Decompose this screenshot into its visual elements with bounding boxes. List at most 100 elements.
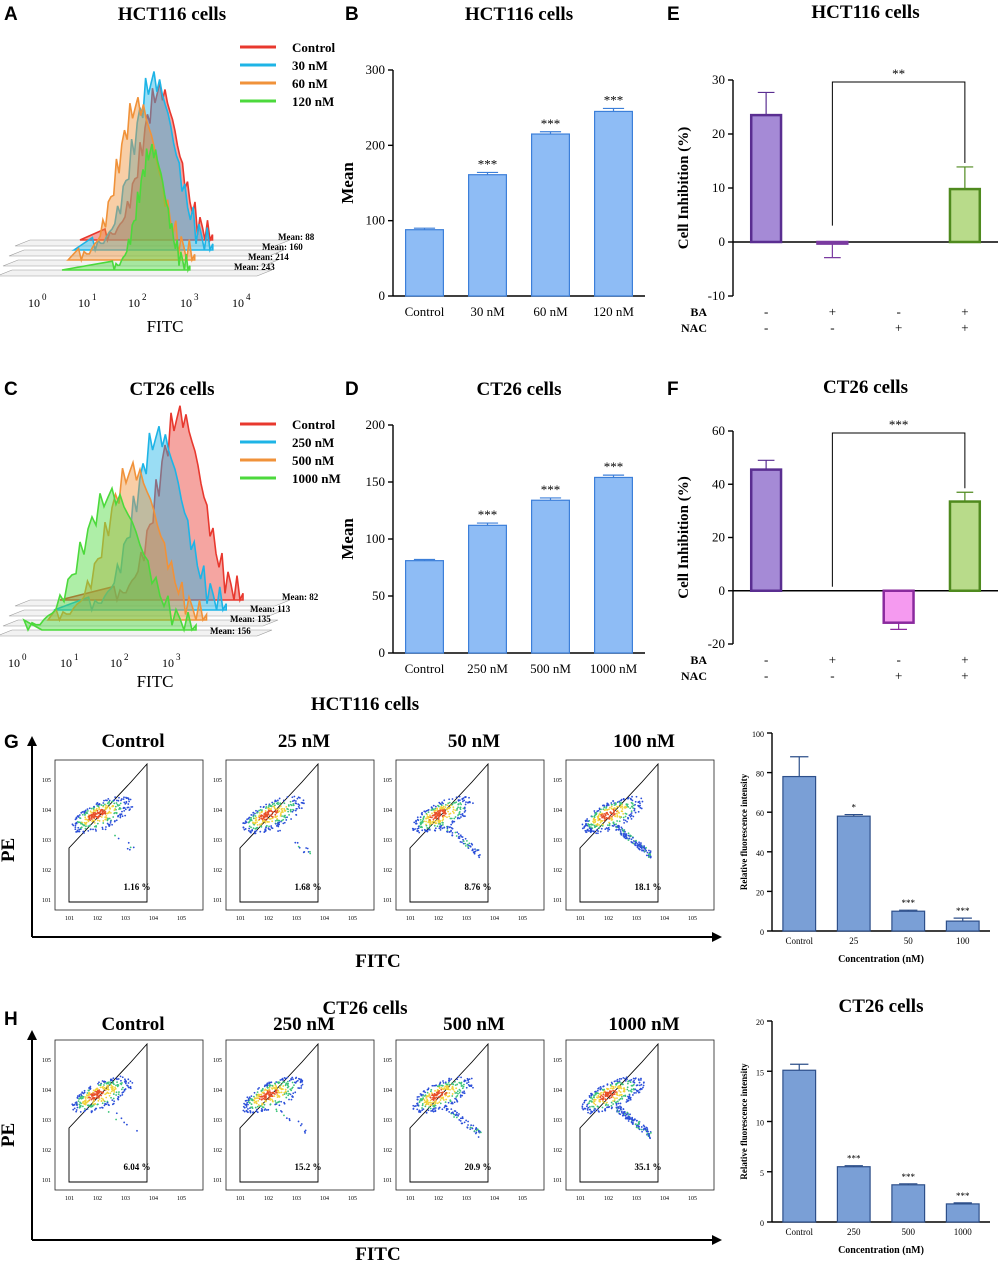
scatter-point: [604, 828, 607, 831]
scatter-point: [120, 799, 122, 802]
scatter-point: [119, 813, 121, 816]
scatter-point: [252, 811, 255, 814]
scatter-point: [115, 812, 118, 815]
scatter-point: [587, 823, 590, 826]
scatter-point: [622, 830, 625, 833]
x-tick-label: 104: [660, 916, 669, 922]
scatter-point: [119, 1075, 122, 1078]
scatter-point: [630, 835, 632, 837]
scatter-point: [431, 807, 433, 809]
scatter-point: [438, 1101, 441, 1104]
scatter-point: [454, 816, 457, 818]
scatter-point: [296, 841, 299, 844]
scatter-point: [104, 1093, 107, 1096]
scatter-point: [268, 821, 270, 823]
y-axis-label: Mean: [338, 162, 357, 204]
scatter-point: [460, 1076, 462, 1079]
scatter-point: [249, 818, 251, 821]
x-tick-label: 10: [232, 296, 244, 310]
scatter-point: [126, 847, 129, 850]
y-tick-label: 80: [756, 770, 764, 779]
scatter-point: [606, 1083, 609, 1086]
scatter-point: [629, 815, 632, 818]
scatter-point: [253, 1101, 256, 1104]
scatter-point: [266, 1085, 269, 1087]
scatter-point: [618, 820, 621, 823]
scatter-point: [586, 818, 589, 820]
scatter-point: [594, 812, 597, 815]
scatter-point: [112, 1089, 114, 1092]
scatter-point: [106, 1081, 109, 1084]
scatter-point: [430, 1102, 433, 1104]
scatter-point: [257, 1097, 260, 1100]
scatter-cloud: [581, 795, 652, 859]
scatter-point: [589, 826, 592, 829]
scatter-point: [85, 825, 87, 828]
scatter-point: [254, 815, 257, 817]
scatter-point: [97, 816, 100, 819]
scatter-point: [622, 1076, 625, 1079]
scatter-point: [452, 1083, 454, 1086]
scatter-point: [258, 812, 261, 814]
y-tick-label: 101: [553, 1178, 562, 1184]
y-tick-label: 105: [42, 1058, 51, 1064]
panel-letter: E: [667, 4, 680, 25]
y-tick-label: 200: [366, 417, 386, 432]
scatter-point: [271, 801, 274, 804]
scatter-point: [127, 806, 130, 809]
scatter-point: [472, 1086, 474, 1089]
scatter-point: [123, 801, 126, 804]
legend-label: 30 nM: [292, 58, 328, 73]
scatter-point: [438, 1106, 441, 1109]
scatter-point: [297, 805, 300, 808]
y-tick-label: 200: [366, 137, 386, 152]
scatter-point: [103, 1086, 106, 1089]
scatter-point: [419, 818, 422, 821]
scatter-point: [259, 808, 262, 811]
scatter-point: [593, 1094, 595, 1097]
scatter-point: [640, 1077, 642, 1080]
x-tick-label: 104: [320, 916, 329, 922]
scatter-point: [301, 1083, 304, 1086]
scatter-point: [468, 1078, 471, 1081]
scatter-point: [76, 1095, 79, 1097]
scatter-point: [427, 1109, 430, 1112]
scatter-point: [112, 804, 115, 807]
scatter-point: [283, 1101, 286, 1104]
scatter-point: [450, 1078, 453, 1080]
scatter-point: [461, 814, 464, 817]
scatter-point: [264, 1100, 267, 1103]
scatter-point: [460, 1081, 463, 1084]
scatter-point: [290, 804, 293, 807]
scatter-point: [294, 809, 297, 812]
scatter-point: [440, 1088, 443, 1091]
scatter-point: [457, 832, 460, 835]
scatter-point: [107, 817, 109, 820]
scatter-point: [91, 820, 94, 822]
significance-label: ***: [902, 898, 916, 908]
bar: [945, 1203, 980, 1223]
scatter-point: [449, 826, 451, 829]
scatter-point: [454, 1092, 457, 1094]
scatter-point: [109, 1092, 112, 1095]
bar: [948, 187, 982, 244]
histogram-curve: [61, 143, 191, 274]
y-axis-label: Relative fluorescence intensity: [739, 1063, 749, 1180]
scatter-point: [243, 828, 246, 831]
x-tick-label: 101: [236, 916, 245, 922]
scatter-point: [101, 826, 104, 829]
scatter-point: [470, 1077, 473, 1080]
scatter-point: [629, 1098, 632, 1101]
scatter-point: [617, 826, 620, 829]
scatter-point: [264, 1089, 266, 1092]
scatter-point: [125, 1123, 128, 1126]
scatter-point: [416, 827, 419, 830]
scatter-point: [437, 804, 439, 807]
y-tick-label: 10: [712, 180, 725, 195]
scatter-point: [268, 804, 270, 807]
scatter-point: [451, 831, 454, 834]
scatter-point: [640, 1079, 642, 1081]
scatter-point: [103, 799, 105, 802]
scatter-point: [418, 1101, 421, 1104]
